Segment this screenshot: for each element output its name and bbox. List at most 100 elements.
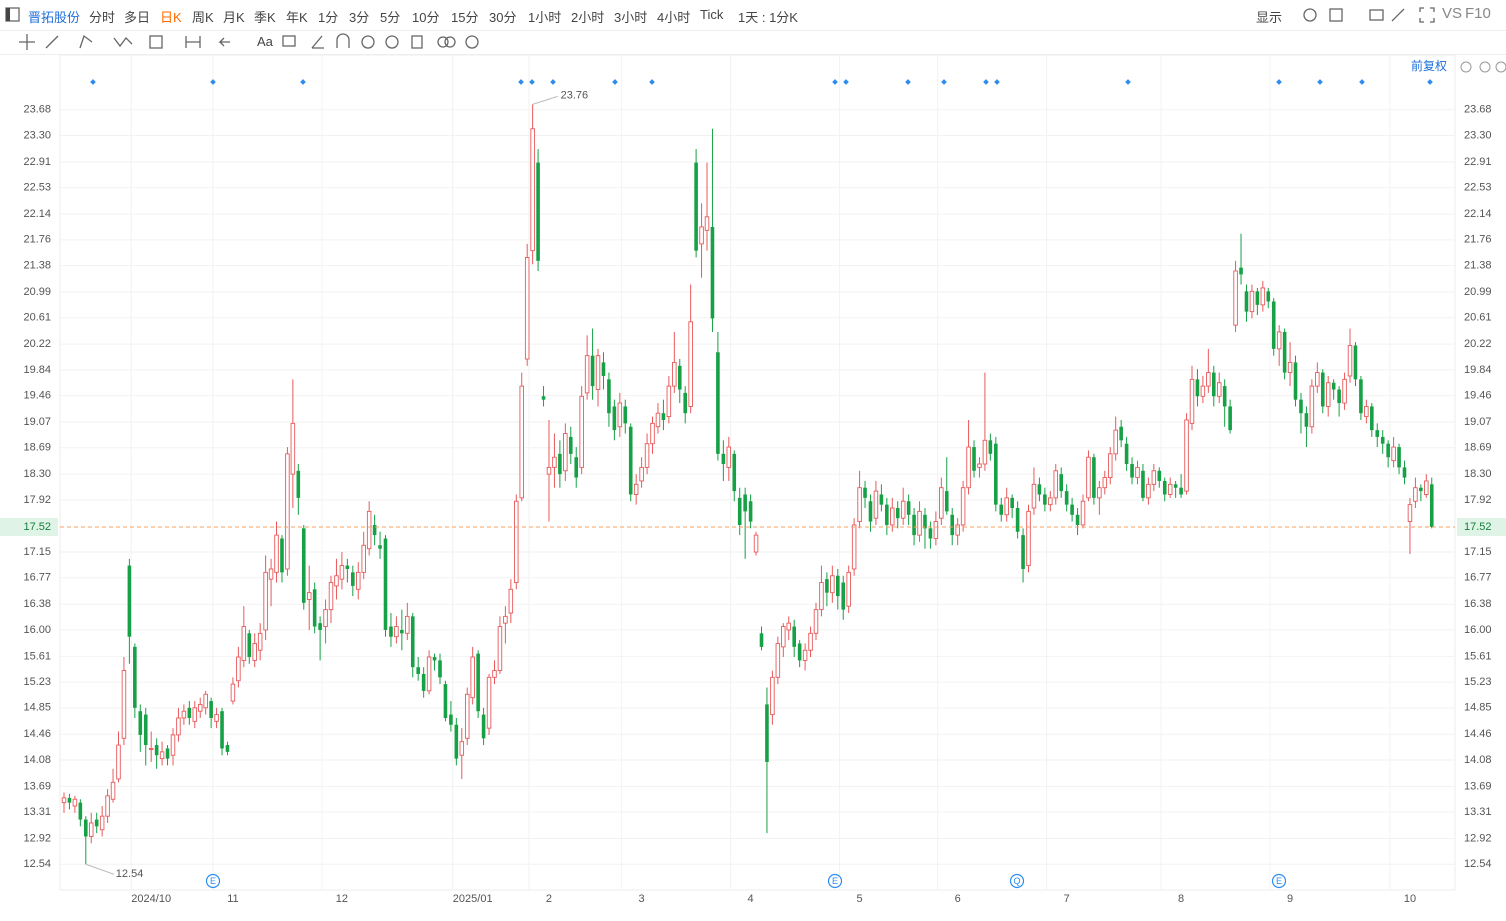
period-tab[interactable]: 5分	[380, 10, 401, 25]
candle-body	[165, 748, 170, 759]
interval-menu[interactable]: 1天 : 1分K	[738, 10, 798, 25]
candle-body	[541, 396, 546, 400]
candle-body	[1004, 497, 1009, 516]
candle-body	[982, 439, 988, 465]
period-tab[interactable]: 15分	[451, 10, 479, 25]
f10-button[interactable]: F10	[1465, 5, 1491, 22]
x-tick-label: 8	[1178, 893, 1184, 905]
period-tab[interactable]: 4小时	[657, 10, 691, 25]
period-tab[interactable]: 1小时	[528, 10, 562, 25]
y2-tick-label: 14.08	[1464, 754, 1492, 766]
candle-body	[159, 751, 165, 760]
candle-body	[601, 362, 606, 376]
period-tab[interactable]: 多日	[124, 10, 151, 25]
min-pointer	[85, 863, 114, 875]
event-badge	[205, 873, 221, 889]
candle-body	[351, 572, 355, 586]
period-tab[interactable]: 周K	[192, 10, 214, 25]
candle-body	[1375, 430, 1380, 437]
period-tab[interactable]: 1分	[318, 10, 339, 25]
text-tool[interactable]: Aa	[257, 34, 273, 49]
candle-body	[1249, 290, 1255, 313]
candle-body	[1397, 447, 1401, 468]
y-tick-label: 23.68	[23, 104, 51, 116]
candle-body	[497, 626, 503, 672]
period-tab[interactable]: 日K	[160, 10, 182, 25]
candle-body	[661, 413, 666, 420]
x-tick-label: 12	[336, 893, 348, 905]
period-tab[interactable]: Tick	[700, 7, 724, 22]
candle-body	[933, 521, 939, 539]
candle-body	[503, 615, 508, 624]
event-dot	[210, 79, 216, 85]
candle-body	[290, 422, 296, 475]
candle-body	[1102, 477, 1108, 489]
candle-body	[868, 501, 873, 522]
y-tick-label: 13.31	[23, 806, 51, 818]
event-dot	[905, 79, 911, 85]
candle-body	[438, 660, 442, 678]
candle-body	[110, 781, 116, 800]
fullscreen-icon[interactable]	[1419, 7, 1435, 23]
candle-body	[792, 626, 796, 647]
period-tab[interactable]: 分时	[89, 10, 116, 25]
period-tab[interactable]: 30分	[489, 10, 517, 25]
vs-button[interactable]: VS	[1442, 5, 1463, 22]
candle-body	[148, 748, 154, 750]
candle-body	[639, 466, 644, 482]
period-tab[interactable]: 3小时	[614, 10, 648, 25]
sidebar-icon[interactable]	[5, 7, 21, 23]
period-tab[interactable]: 年K	[286, 10, 308, 25]
candle-body	[1031, 483, 1037, 509]
event-dot	[550, 79, 556, 85]
symbol[interactable]: 晋拓股份	[28, 10, 81, 25]
candle-body	[1157, 470, 1162, 481]
candle-body	[1282, 331, 1287, 373]
period-tab[interactable]: 月K	[223, 10, 245, 25]
candle-body	[1304, 413, 1309, 427]
period-tab[interactable]: 3分	[349, 10, 370, 25]
last-price-label: 17.52	[23, 521, 51, 533]
candle-body	[416, 667, 420, 674]
period-tab[interactable]: 2小时	[571, 10, 605, 25]
candle-body	[802, 649, 808, 661]
candle-body	[1419, 487, 1423, 492]
candle-body	[1124, 443, 1129, 465]
period-tab[interactable]: 10分	[412, 10, 440, 25]
candle-body	[67, 797, 72, 803]
candle-body	[410, 616, 415, 668]
candle-body	[1364, 405, 1369, 418]
candle-body	[960, 487, 966, 526]
period-tab[interactable]: 季K	[254, 10, 276, 25]
candle-body	[88, 822, 94, 837]
candle-body	[1331, 382, 1336, 390]
candle-body	[519, 385, 524, 499]
y2-tick-label: 20.22	[1464, 338, 1492, 350]
y2-tick-label: 22.14	[1464, 208, 1492, 220]
candle-body	[1402, 467, 1407, 478]
candle-body	[830, 575, 835, 594]
display-menu[interactable]: 显示	[1256, 10, 1283, 25]
candle-body	[1135, 466, 1140, 479]
candle-body	[563, 433, 568, 472]
adjust-icon	[1460, 61, 1472, 73]
candle-body	[1200, 385, 1206, 397]
candle-body	[383, 538, 388, 630]
candle-body	[1162, 480, 1167, 495]
candle-body	[257, 632, 263, 651]
candle-body	[1325, 382, 1331, 407]
candle-body	[301, 528, 306, 603]
y-tick-label: 18.30	[23, 468, 51, 480]
y2-tick-label: 20.61	[1464, 312, 1492, 324]
min-label: 12.54	[116, 868, 144, 880]
y-tick-label: 23.30	[23, 129, 51, 141]
candle-body	[280, 538, 284, 573]
candle-body	[797, 643, 802, 661]
candle-body	[972, 447, 976, 471]
adjust-label[interactable]: 前复权	[1411, 58, 1447, 73]
candle-body	[917, 510, 922, 536]
y2-tick-label: 23.30	[1464, 129, 1492, 141]
candle-body	[1266, 291, 1271, 302]
y-tick-label: 21.38	[23, 259, 51, 271]
y2-tick-label: 14.85	[1464, 702, 1492, 714]
